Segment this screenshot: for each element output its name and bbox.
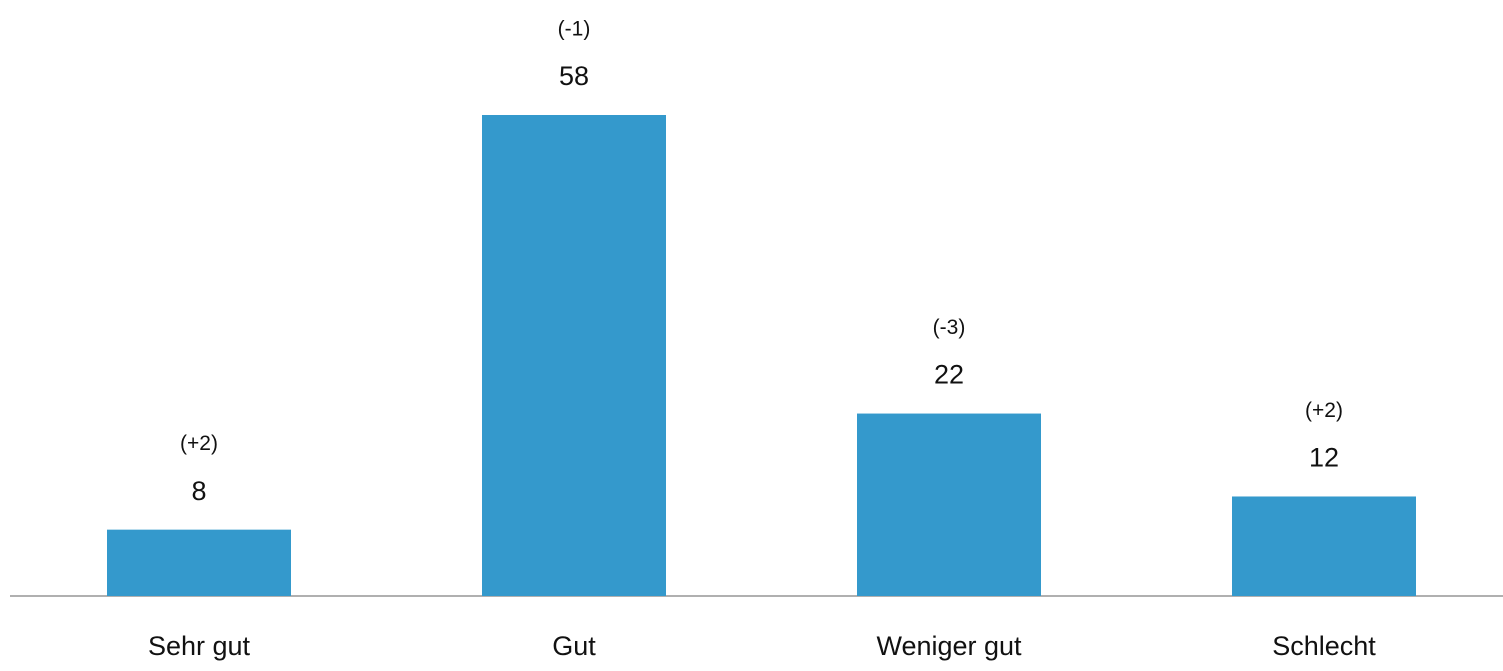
value-label: 22 — [934, 360, 964, 390]
x-tick-label: Gut — [552, 631, 596, 661]
change-annotation: (+2) — [1305, 399, 1343, 422]
x-tick-label: Schlecht — [1272, 631, 1376, 661]
value-label: 58 — [559, 61, 589, 91]
change-annotation: (-1) — [558, 18, 591, 41]
change-annotation: (+2) — [180, 432, 218, 455]
bar — [107, 529, 291, 596]
bar — [857, 413, 1041, 596]
bar — [482, 115, 666, 596]
x-tick-label: Weniger gut — [876, 631, 1022, 661]
change-annotation: (-3) — [933, 316, 966, 339]
x-tick-label: Sehr gut — [148, 631, 251, 661]
value-label: 8 — [191, 476, 206, 506]
bar — [1232, 496, 1416, 596]
value-label: 12 — [1309, 443, 1339, 473]
